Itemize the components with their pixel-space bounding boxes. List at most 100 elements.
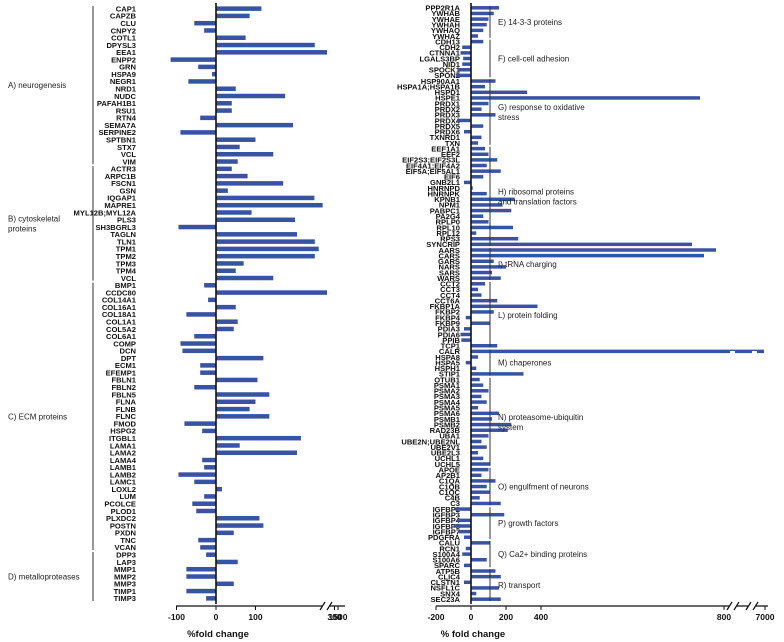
bar-col14a1 <box>208 297 216 303</box>
bar-cct4 <box>471 293 482 297</box>
gene-label: EEA1 <box>116 48 137 57</box>
bar-eif6 <box>471 175 484 179</box>
bar-igfbp7 <box>458 529 471 534</box>
axis-break-gap <box>729 602 737 610</box>
gene-label: MAPRE1 <box>104 201 136 210</box>
gene-label: FKBP4 <box>435 313 461 322</box>
gene-label: NSFL1C <box>430 584 460 593</box>
bar-tpm3 <box>216 261 244 266</box>
gene-label: PSMA5 <box>434 403 461 412</box>
gene-label: CCT6A <box>435 296 461 305</box>
gene-label: YWHAQ <box>431 26 460 35</box>
gene-label: SPON2 <box>434 71 460 80</box>
gene-label: IGFBP4 <box>433 516 461 525</box>
gene-label: TAGLN <box>110 230 136 239</box>
gene-label: PSMA1 <box>434 381 461 390</box>
bar-eif2s3-eif2s3l <box>471 158 498 162</box>
gene-label: PPP2R1A <box>425 4 460 13</box>
bar-eef1a1 <box>471 146 485 151</box>
bar-pafah1b1 <box>216 101 232 106</box>
bar-ecm1 <box>200 363 216 368</box>
gene-label: DPYSL3 <box>106 41 136 50</box>
gene-label: HSPA1A;HSPA1B <box>397 82 461 91</box>
x-tick-label: 0 <box>214 612 219 622</box>
gene-label: C1QA <box>439 477 461 486</box>
bar-ywhaz <box>471 34 478 38</box>
bar-flnc <box>216 414 270 419</box>
gene-label: CLSTN1 <box>430 578 460 587</box>
bar-vcan <box>200 545 216 550</box>
bar-loxl2 <box>216 486 222 492</box>
bar-ywhab <box>471 11 494 16</box>
axis-break-mark <box>726 601 733 611</box>
bar-lama4 <box>202 457 216 463</box>
gene-label: CDH2 <box>439 43 460 52</box>
bar-clic4 <box>471 574 501 579</box>
gene-label: TXNRD1 <box>430 133 461 142</box>
bar-npm1 <box>471 203 503 207</box>
bar-break-gap <box>332 43 338 52</box>
bar-clu <box>194 20 216 26</box>
gene-label: VIM <box>122 157 136 166</box>
axis-break-mark <box>326 601 333 611</box>
x-tick-label: 200 <box>499 612 513 622</box>
bar-nsfl1c <box>471 586 499 590</box>
group-label: Q) Ca2+ binding proteins <box>498 550 587 559</box>
bar-tagln <box>216 232 297 237</box>
bar-pa2g4 <box>471 214 484 218</box>
bar-serpine2 <box>180 130 216 135</box>
gene-label: ATP5B <box>436 567 461 576</box>
bar-fkbp9 <box>471 321 491 325</box>
bar-lama2 <box>216 450 297 456</box>
bar-fmod <box>184 421 216 426</box>
axis-break-gap <box>748 602 756 610</box>
gene-label: CLU <box>120 19 136 28</box>
bar-plod1 <box>196 508 216 514</box>
bar-postn <box>216 523 264 528</box>
gene-label: NID1 <box>443 60 461 69</box>
bar-fkbp4 <box>465 315 471 320</box>
bar-tcp1 <box>471 343 498 348</box>
gene-label: SPOCK1 <box>429 66 461 75</box>
bar-hnrnpk <box>471 191 487 196</box>
gene-label: PSMB2 <box>434 420 460 429</box>
gene-label: CTNNA1 <box>429 49 461 58</box>
gene-label: UBE2V1 <box>430 443 460 452</box>
gene-label: RTN4 <box>116 114 137 123</box>
bar-cct3 <box>471 287 478 292</box>
bar-fbln5 <box>216 392 270 397</box>
group-label: G) response to oxidative stress <box>498 103 585 122</box>
bar-dpysl3 <box>216 42 315 48</box>
group-label: E) 14-3-3 proteins <box>498 18 562 27</box>
gene-label: HSPD1 <box>435 88 461 97</box>
gene-label: MMP1 <box>114 565 137 574</box>
bar-arpc1b <box>216 173 248 179</box>
gene-label: ENPP2 <box>111 55 136 64</box>
bar-bmp1 <box>204 283 216 288</box>
gene-label: VCL <box>121 274 137 283</box>
bar-gsn <box>216 188 228 193</box>
bar-spon2 <box>456 73 471 78</box>
gene-label: LAMB2 <box>110 470 136 479</box>
bar-dpp3 <box>206 552 216 557</box>
gene-label: SEC23A <box>430 595 460 604</box>
bar-rpl10 <box>471 225 513 230</box>
gene-label: PSMA3 <box>434 392 460 401</box>
gene-label: IQGAP1 <box>107 194 136 203</box>
gene-label: SNX4 <box>440 589 461 598</box>
bar-atp5b <box>471 569 496 573</box>
gene-label: FKBP2 <box>435 308 460 317</box>
gene-label: IGFBP5 <box>433 522 461 531</box>
gene-label: EFEMP1 <box>106 368 137 377</box>
bar-pabpc1 <box>471 208 512 213</box>
bar-sptbn1 <box>216 137 256 142</box>
bar-pdia3 <box>464 327 471 331</box>
x-tick-label: -100 <box>168 612 185 622</box>
gene-label: PXDN <box>115 529 136 538</box>
bar-uchl5 <box>471 462 491 466</box>
group-label: N) proteasome-ubiquitin system <box>498 413 583 432</box>
bar-c1qb <box>471 484 487 489</box>
gene-label: ITGBL1 <box>109 434 137 443</box>
gene-label: PSMA6 <box>434 409 460 418</box>
